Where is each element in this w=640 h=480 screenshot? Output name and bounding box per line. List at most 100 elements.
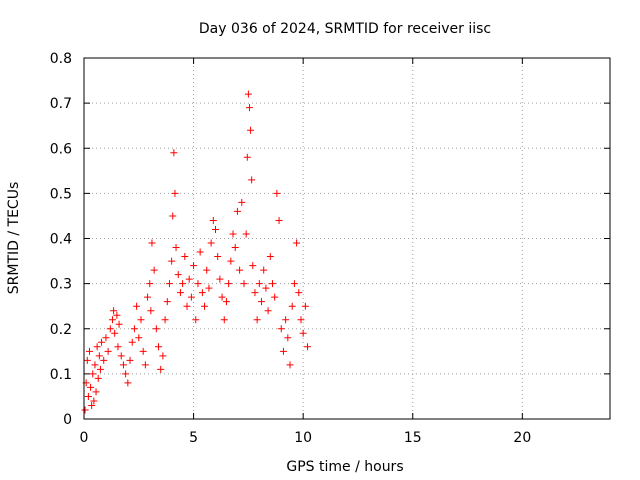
x-axis-label: GPS time / hours bbox=[286, 459, 403, 475]
data-point bbox=[275, 216, 283, 224]
data-point bbox=[81, 406, 89, 414]
data-point bbox=[92, 388, 100, 396]
data-point bbox=[249, 262, 257, 270]
data-point bbox=[192, 316, 200, 324]
y-tick-label: 0.5 bbox=[50, 186, 72, 202]
data-point bbox=[83, 356, 91, 364]
data-point bbox=[168, 257, 176, 265]
data-point bbox=[90, 397, 98, 405]
data-point bbox=[293, 239, 301, 247]
y-tick-label: 0.7 bbox=[50, 96, 72, 112]
x-tick-label: 10 bbox=[294, 430, 312, 446]
data-point bbox=[87, 383, 95, 391]
plot-frame bbox=[83, 57, 611, 420]
data-point bbox=[155, 343, 163, 351]
data-point bbox=[243, 153, 251, 161]
data-point bbox=[85, 347, 93, 355]
data-point bbox=[248, 176, 256, 184]
data-point bbox=[238, 198, 246, 206]
data-point bbox=[190, 262, 198, 270]
data-point bbox=[150, 266, 158, 274]
data-point bbox=[194, 280, 202, 288]
y-tick-label: 0.2 bbox=[50, 322, 72, 338]
data-points bbox=[81, 90, 312, 414]
data-point bbox=[218, 293, 226, 301]
data-point bbox=[94, 374, 102, 382]
data-point bbox=[227, 257, 235, 265]
data-point bbox=[244, 90, 252, 98]
data-point bbox=[187, 293, 195, 301]
data-point bbox=[111, 329, 119, 337]
data-point bbox=[240, 280, 248, 288]
axis-ticks bbox=[83, 57, 610, 420]
data-point bbox=[88, 401, 96, 409]
data-point bbox=[163, 298, 171, 306]
data-point bbox=[102, 334, 110, 342]
y-tick-label: 0 bbox=[63, 412, 72, 428]
data-point bbox=[203, 266, 211, 274]
data-point bbox=[106, 325, 114, 333]
x-tick-label: 15 bbox=[404, 430, 422, 446]
data-point bbox=[100, 356, 108, 364]
data-point bbox=[216, 275, 224, 283]
data-point bbox=[128, 338, 136, 346]
data-point bbox=[122, 370, 130, 378]
data-point bbox=[84, 392, 92, 400]
data-point bbox=[130, 325, 138, 333]
data-point bbox=[207, 239, 215, 247]
data-point bbox=[295, 289, 303, 297]
data-point bbox=[205, 284, 213, 292]
data-point bbox=[176, 289, 184, 297]
data-point bbox=[251, 289, 259, 297]
x-tick-label: 20 bbox=[513, 430, 531, 446]
data-point bbox=[273, 189, 281, 197]
data-point bbox=[242, 230, 250, 238]
data-point bbox=[108, 316, 116, 324]
x-tick-label: 5 bbox=[189, 430, 198, 446]
chart-title: Day 036 of 2024, SRMTID for receiver iis… bbox=[199, 21, 491, 37]
y-tick-label: 0.3 bbox=[50, 277, 72, 293]
data-point bbox=[262, 284, 270, 292]
data-point bbox=[268, 280, 276, 288]
y-tick-label: 0.6 bbox=[50, 141, 72, 157]
data-point bbox=[139, 347, 147, 355]
data-point bbox=[135, 334, 143, 342]
data-point bbox=[229, 230, 237, 238]
data-point bbox=[159, 352, 167, 360]
data-point bbox=[245, 104, 253, 112]
data-point bbox=[161, 316, 169, 324]
data-point bbox=[253, 316, 261, 324]
data-point bbox=[174, 271, 182, 279]
data-point bbox=[264, 307, 272, 315]
data-point bbox=[98, 338, 106, 346]
data-point bbox=[233, 207, 241, 215]
data-point bbox=[165, 280, 173, 288]
data-point bbox=[179, 280, 187, 288]
data-point bbox=[201, 302, 209, 310]
data-point bbox=[299, 329, 307, 337]
data-point bbox=[152, 325, 160, 333]
data-point bbox=[144, 293, 152, 301]
data-point bbox=[279, 347, 287, 355]
data-point bbox=[271, 293, 279, 301]
data-point bbox=[148, 239, 156, 247]
data-point bbox=[266, 253, 274, 261]
data-point bbox=[91, 361, 99, 369]
data-point bbox=[198, 289, 206, 297]
data-point bbox=[258, 298, 266, 306]
data-point bbox=[247, 126, 255, 134]
data-point bbox=[277, 325, 285, 333]
data-point bbox=[171, 189, 179, 197]
x-tick-label: 0 bbox=[80, 430, 89, 446]
data-point bbox=[225, 280, 233, 288]
data-point bbox=[231, 244, 239, 252]
data-point bbox=[96, 365, 104, 373]
data-point bbox=[104, 347, 112, 355]
y-tick-label: 0.1 bbox=[50, 367, 72, 383]
data-point bbox=[110, 307, 118, 315]
data-point bbox=[236, 266, 244, 274]
data-point bbox=[119, 361, 127, 369]
data-point bbox=[137, 316, 145, 324]
data-point bbox=[181, 253, 189, 261]
